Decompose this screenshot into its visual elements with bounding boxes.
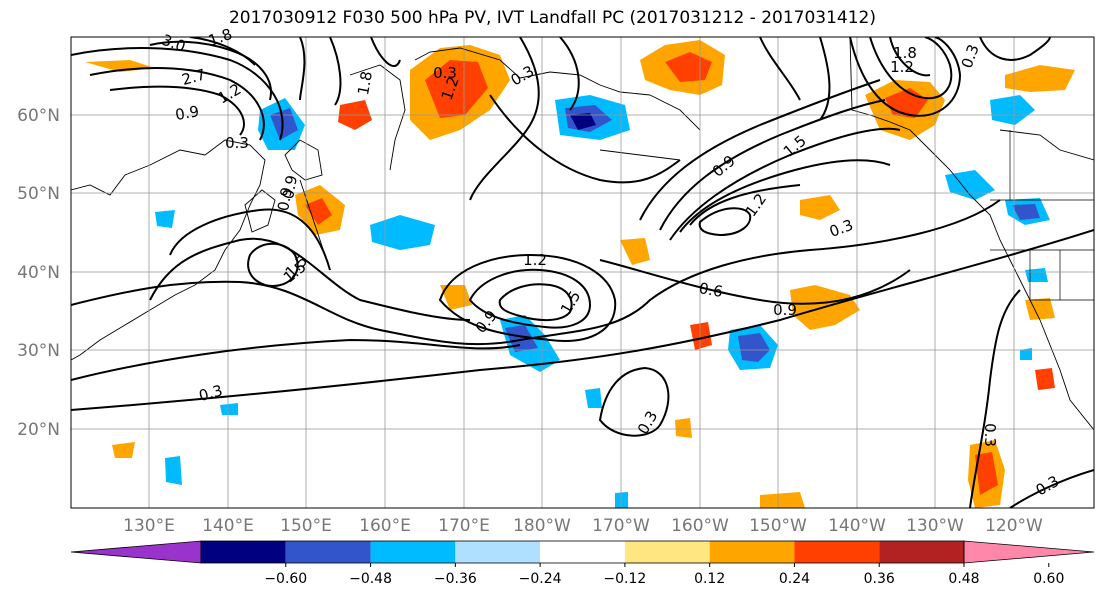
colorbar-segment (624, 541, 710, 563)
contour-label: 0.9 (174, 102, 201, 124)
lon-label-170w: 170°W (592, 516, 650, 536)
colorbar-tick-label: 0.60 (1033, 571, 1064, 587)
contour-label: 0.9 (274, 186, 296, 213)
colorbar-extend-high (963, 540, 1095, 564)
lat-label-20n: 20°N (17, 420, 60, 440)
colorbar-tick-label: 0.36 (864, 571, 895, 587)
pv-contours (71, 37, 1094, 508)
lon-label-140w: 140°W (828, 516, 886, 536)
contour-label: 0.9 (773, 301, 797, 319)
colorbar-tick-label: 0.48 (948, 571, 979, 587)
colorbar-segment (285, 541, 371, 563)
lat-label-60n: 60°N (17, 106, 60, 126)
contour-label: 0.3 (225, 134, 249, 152)
colorbar-segment (455, 541, 541, 563)
contour-label: 1.8 (893, 44, 917, 62)
lon-label-160e: 160°E (359, 516, 411, 536)
lon-label-130w: 130°W (906, 516, 964, 536)
colorbar-tick-label: −0.24 (519, 571, 562, 587)
contour-label: 0.6 (698, 279, 725, 301)
colorbar-outline (200, 540, 965, 564)
colorbar-segment (370, 541, 456, 563)
map-title: 2017030912 F030 500 hPa PV, IVT Landfall… (228, 8, 876, 28)
coastlines (71, 37, 1094, 431)
borders (990, 130, 1094, 301)
map-border (70, 36, 1095, 509)
colorbar-tick-label: 0.12 (694, 571, 725, 587)
colorbar-tick-label: −0.36 (434, 571, 477, 587)
contour-label: 0.3 (197, 381, 225, 405)
colorbar-tick-label: −0.48 (349, 571, 392, 587)
colorbar-segment (794, 541, 880, 563)
contour-label: 1.8 (354, 70, 376, 97)
colorbar-segments (70, 540, 1095, 564)
lat-label-50n: 50°N (17, 184, 60, 204)
longitude-labels: 130°E 140°E 150°E 160°E 170°E 180°W 170°… (123, 516, 1043, 536)
colorbar-tick-label: 0.24 (779, 571, 810, 587)
latitude-labels: 20°N 30°N 40°N 50°N 60°N (17, 106, 60, 440)
contour-label: 1.2 (523, 251, 547, 269)
lon-label-120w: 120°W (985, 516, 1043, 536)
lon-label-130e: 130°E (123, 516, 175, 536)
lat-label-30n: 30°N (17, 341, 60, 361)
lon-label-170e: 170°E (438, 516, 490, 536)
lon-label-160w: 160°W (671, 516, 729, 536)
lon-label-150w: 150°W (749, 516, 807, 536)
lon-label-140e: 140°E (202, 516, 254, 536)
contour-label: 0.3 (433, 64, 457, 82)
contour-label: 1.2 (890, 58, 914, 76)
colorbar-extend-low (70, 540, 202, 564)
colorbar-ticks: −0.60 −0.48 −0.36 −0.24 −0.12 0.12 0.24 0.36 0.4… (264, 563, 1064, 587)
contour-label: 0.3 (981, 423, 999, 447)
colorbar-tick-label: −0.60 (264, 571, 307, 587)
lat-label-40n: 40°N (17, 263, 60, 283)
colorbar: −0.60 −0.48 −0.36 −0.24 −0.12 0.12 0.24 0.36 0.4… (70, 540, 1095, 587)
colorbar-tick-label: −0.12 (603, 571, 646, 587)
lon-label-150e: 150°E (280, 516, 332, 536)
colorbar-segment (540, 541, 625, 563)
lon-label-180w: 180°W (513, 516, 571, 536)
contour-label: 0.9 (279, 174, 301, 201)
colorbar-segment (709, 541, 795, 563)
contour-label: 2.7 (180, 65, 208, 89)
negative-anomaly-shading (155, 95, 1050, 508)
colorbar-segment (201, 541, 286, 563)
colorbar-segment (879, 541, 964, 563)
